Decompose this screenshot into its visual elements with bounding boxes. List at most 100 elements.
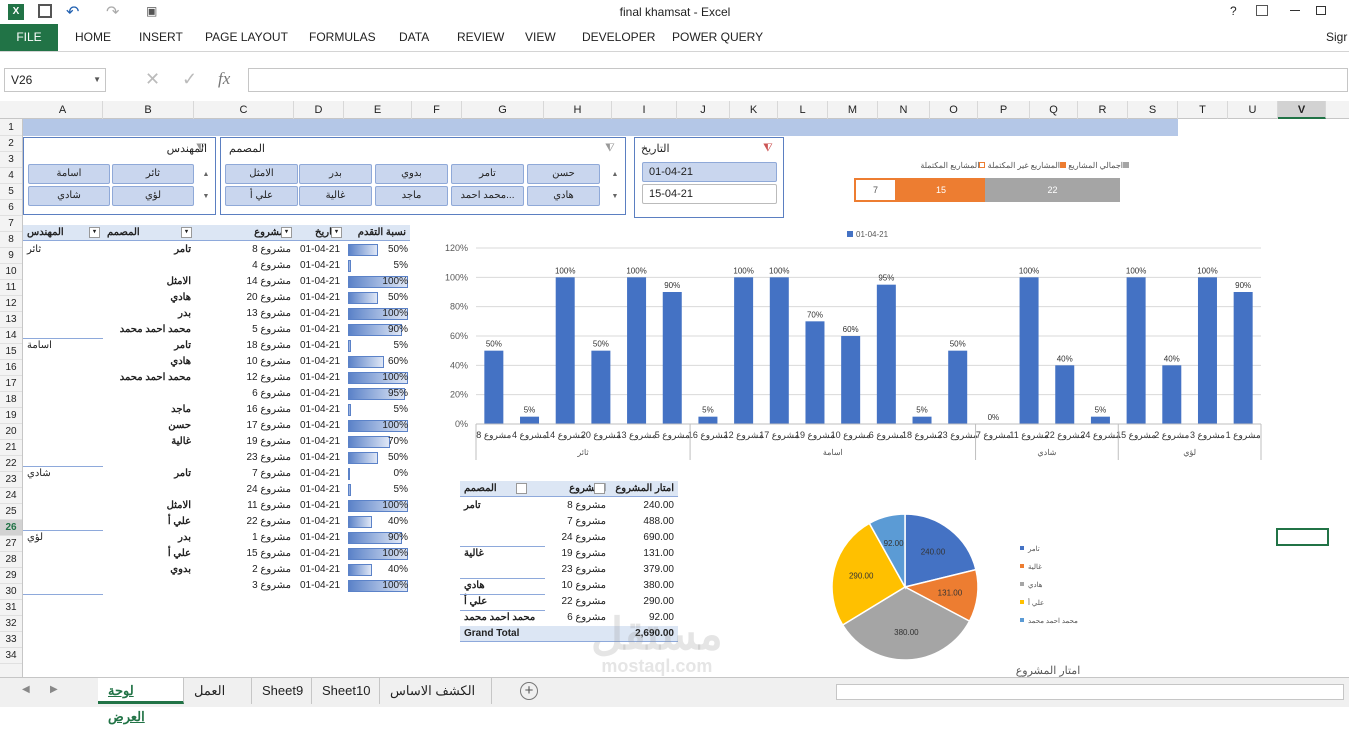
ribbon-tab-page-layout[interactable]: PAGE LAYOUT (205, 30, 288, 44)
restore-icon[interactable] (1316, 6, 1326, 15)
row-header[interactable]: 1 (0, 119, 22, 136)
ribbon-tab-formulas[interactable]: FORMULAS (309, 30, 376, 44)
row-header[interactable]: 32 (0, 616, 22, 632)
column-header[interactable]: C (194, 101, 294, 119)
row-header[interactable]: 23 (0, 472, 22, 488)
slicer-designer[interactable]: المصمم ⧨ حسن تامر بدوي بدر الامثل هادي محمد اح… (220, 137, 626, 215)
minimize-icon[interactable] (1290, 10, 1300, 11)
row-header[interactable]: 18 (0, 392, 22, 408)
row-header[interactable]: 12 (0, 296, 22, 312)
table-row[interactable]: مشروع 24 690.00 (460, 530, 678, 546)
column-header[interactable]: N (878, 101, 930, 119)
column-header[interactable]: Q (1030, 101, 1078, 119)
row-header[interactable]: 7 (0, 216, 22, 232)
table-row[interactable]: مشروع 3 01-04-21 100% (23, 578, 410, 594)
table-row[interactable]: ماجد مشروع 16 01-04-21 5% (23, 402, 410, 418)
table-row[interactable]: هادي مشروع 20 01-04-21 50% (23, 290, 410, 306)
table-row[interactable]: محمد احمد محمد مشروع 6 92.00 (460, 610, 678, 626)
formula-input[interactable] (248, 68, 1348, 92)
table-row[interactable]: بدوي مشروع 2 01-04-21 40% (23, 562, 410, 578)
column-header[interactable]: R (1078, 101, 1128, 119)
sheet-tab[interactable]: العمل (184, 678, 252, 704)
table-row[interactable]: اسامة تامر مشروع 18 01-04-21 5% (23, 338, 410, 354)
row-header[interactable]: 16 (0, 360, 22, 376)
row-header[interactable]: 17 (0, 376, 22, 392)
slicer-item-designer[interactable]: هادي (527, 186, 600, 206)
slicer-item-designer[interactable]: بدر (299, 164, 372, 184)
pivot2-header-cell[interactable]: المشروع (569, 483, 606, 494)
slicer-item-date-1[interactable]: 01-04-21 (642, 162, 777, 182)
slicer-item-loay[interactable]: لؤي (112, 186, 194, 206)
table-row[interactable]: محمد احمد محمد مشروع 12 01-04-21 100% (23, 370, 410, 386)
table-row[interactable]: لؤي بدر مشروع 1 01-04-21 90% (23, 530, 410, 546)
slicer-item-designer[interactable]: علي أ (225, 186, 298, 206)
next-sheet-icon[interactable]: ▶ (50, 684, 58, 695)
clear-filter-icon[interactable]: ⧨ (196, 142, 206, 154)
pivot-header-cell[interactable]: التاريخ (315, 227, 341, 238)
row-header[interactable]: 30 (0, 584, 22, 600)
table-row[interactable]: غالية مشروع 19 131.00 (460, 546, 678, 562)
filter-dropdown-icon[interactable] (516, 483, 527, 494)
table-row[interactable]: مشروع 4 01-04-21 5% (23, 258, 410, 274)
column-header[interactable]: B (103, 101, 194, 119)
column-header[interactable]: K (730, 101, 778, 119)
table-row[interactable]: علي أ مشروع 22 290.00 (460, 594, 678, 610)
bar-chart[interactable]: 0% 20% 40% 60% 80% 100% 120% 01-04-21 50% مشروع 8… (418, 227, 1273, 467)
filter-dropdown-icon[interactable] (594, 483, 605, 494)
prev-sheet-icon[interactable]: ◀ (22, 684, 30, 695)
slicer-engineer[interactable]: المهندس ⧨ ثائر اسامة لؤي شادي ▲ ▼ (23, 137, 216, 215)
table-row[interactable]: ثائر تامر مشروع 8 01-04-21 50% (23, 242, 410, 258)
filter-dropdown-icon[interactable]: ▾ (331, 227, 342, 238)
column-header[interactable]: G (462, 101, 544, 119)
column-header[interactable]: F (412, 101, 462, 119)
pivot-header-cell[interactable]: المصمم (107, 227, 140, 238)
ribbon-tab-power-query[interactable]: POWER QUERY (672, 30, 764, 44)
pivot-header-cell[interactable]: نسبة التقدم (357, 227, 406, 238)
redo-icon[interactable]: ↷ (106, 4, 120, 21)
row-header[interactable]: 29 (0, 568, 22, 584)
help-icon[interactable]: ? (1230, 4, 1237, 18)
slicer-item-designer[interactable]: حسن (527, 164, 600, 184)
sheet-tab[interactable]: Sheet10 (312, 678, 380, 704)
row-header[interactable]: 26 (0, 520, 22, 536)
table-row[interactable]: مشروع 24 01-04-21 5% (23, 482, 410, 498)
column-header[interactable]: A (23, 101, 103, 119)
ribbon-tab-data[interactable]: DATA (399, 30, 430, 44)
insert-function-button[interactable]: fx (218, 69, 231, 88)
worksheet-grid[interactable]: المهندس ⧨ ثائر اسامة لؤي شادي ▲ ▼ المصمم … (23, 119, 1349, 677)
filter-dropdown-icon[interactable]: ▾ (181, 227, 192, 238)
column-header[interactable]: U (1228, 101, 1278, 119)
slicer-item-osama[interactable]: اسامة (28, 164, 110, 184)
slicer-item-shadi[interactable]: شادي (28, 186, 110, 206)
pivot2-header-cell[interactable]: امتار المشروع (615, 483, 674, 494)
slicer-item-thaer[interactable]: ثائر (112, 164, 194, 184)
row-header[interactable]: 34 (0, 648, 22, 664)
row-header[interactable]: 21 (0, 440, 22, 456)
column-header[interactable]: H (544, 101, 612, 119)
slicer-item-date-2[interactable]: 15-04-21 (642, 184, 777, 204)
column-header[interactable]: E (344, 101, 412, 119)
row-header[interactable]: 5 (0, 184, 22, 200)
filter-dropdown-icon[interactable]: ▾ (89, 227, 100, 238)
enter-icon[interactable]: ✓ (182, 69, 198, 89)
ribbon-tab-file[interactable]: FILE (0, 24, 58, 51)
slicer-item-designer[interactable]: تامر (451, 164, 524, 184)
table-row[interactable]: غالية مشروع 19 01-04-21 70% (23, 434, 410, 450)
table-row[interactable]: بدر مشروع 13 01-04-21 100% (23, 306, 410, 322)
row-header[interactable]: 15 (0, 344, 22, 360)
row-header[interactable]: 28 (0, 552, 22, 568)
add-sheet-icon[interactable]: + (520, 682, 538, 700)
sheet-tab[interactable]: الكشف الاساس (380, 678, 492, 704)
slicer-date[interactable]: التاريخ ⧨ 01-04-21 15-04-21 (634, 137, 784, 218)
slicer-item-designer[interactable]: ماجد (375, 186, 448, 206)
save-icon[interactable] (38, 4, 52, 18)
table-row[interactable]: هادي مشروع 10 380.00 (460, 578, 678, 594)
row-header[interactable]: 8 (0, 232, 22, 248)
table-row[interactable]: محمد احمد محمد مشروع 5 01-04-21 90% (23, 322, 410, 338)
pivot2-header-cell[interactable]: المصمم (464, 483, 497, 494)
row-header[interactable]: 24 (0, 488, 22, 504)
chevron-down-icon[interactable]: ▼ (93, 75, 101, 84)
slicer-scroll[interactable]: ▲ ▼ (202, 171, 210, 200)
table-row[interactable]: هادي مشروع 10 01-04-21 60% (23, 354, 410, 370)
column-header[interactable]: L (778, 101, 828, 119)
